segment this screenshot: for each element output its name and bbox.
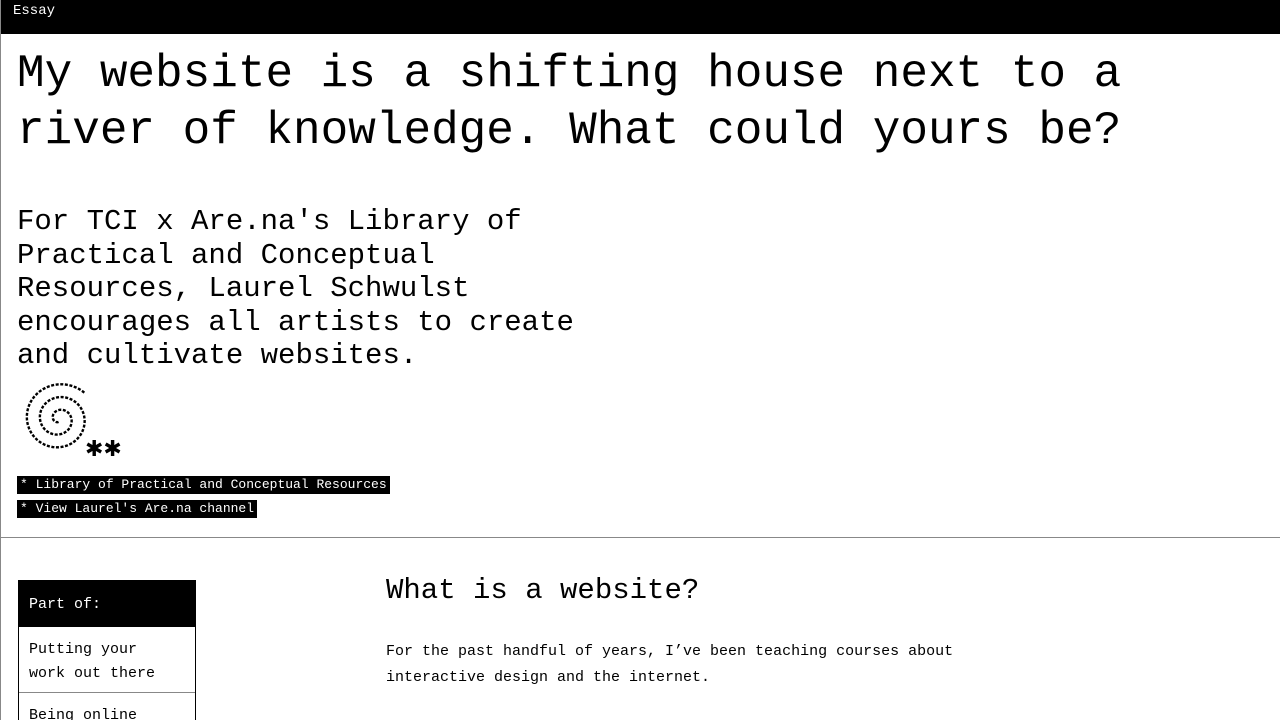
arena-channel-link[interactable]: * View Laurel's Are.na channel [17, 500, 258, 518]
section-title: What is a website? [386, 574, 700, 607]
sidebar-item-putting-work-out-there[interactable]: Putting your work out there [19, 627, 195, 693]
page-title: My website is a shifting house next to a… [17, 48, 1122, 157]
library-link[interactable]: * Library of Practical and Conceptual Re… [17, 476, 390, 494]
part-of-sidebar: Part of: Putting your work out there Bei… [18, 580, 196, 720]
essay-label: Essay [13, 3, 56, 19]
svg-text:✱✱: ✱✱ [85, 437, 121, 460]
spiral-icon: ✱✱ [25, 383, 121, 460]
sidebar-item-being-online[interactable]: Being online [19, 693, 195, 720]
sidebar-heading: Part of: [19, 581, 195, 627]
top-bar: Essay [1, 0, 1280, 34]
section-divider [1, 537, 1280, 538]
section-body: For the past handful of years, I’ve been… [386, 643, 954, 686]
article-intro: For TCI x Are.na's Library of Practical … [17, 205, 574, 372]
